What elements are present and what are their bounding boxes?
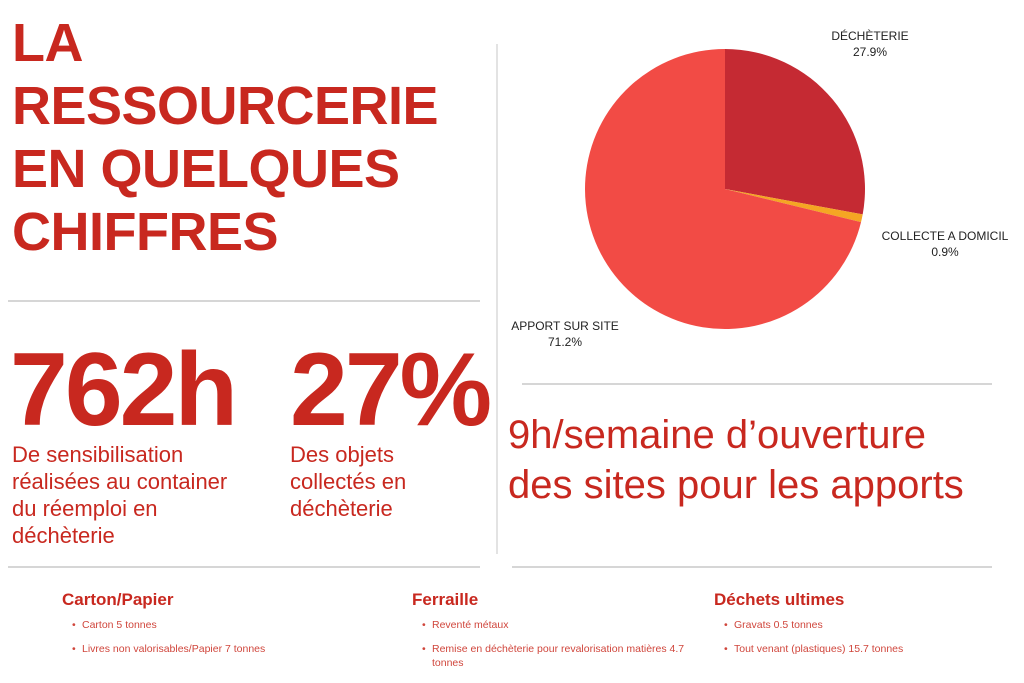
category-ferraille: Ferraille Reventé métaux Remise en déchè… xyxy=(412,590,692,680)
stat-percent-line: déchèterie xyxy=(290,496,393,521)
pie-slice-value-label: 71.2% xyxy=(548,335,582,349)
stat-percent-value: 27% xyxy=(290,332,492,448)
category-carton-papier: Carton/Papier Carton 5 tonnes Livres non… xyxy=(62,590,362,666)
divider xyxy=(8,300,480,302)
category-dechets-ultimes: Déchets ultimes Gravats 0.5 tonnes Tout … xyxy=(714,590,1004,666)
title-line: LA xyxy=(12,13,83,73)
stat-percent-line: collectés en xyxy=(290,469,407,494)
list-item: Livres non valorisables/Papier 7 tonnes xyxy=(72,642,362,656)
pie-slice-label: DÉCHÈTERIE xyxy=(831,28,908,43)
stat-opening-line: des sites pour les apports xyxy=(508,463,964,507)
pie-slice-label: COLLECTE A DOMICIL xyxy=(882,229,1009,243)
stat-opening-hours: 9h/semaine d’ouverture des sites pour le… xyxy=(508,410,1018,510)
stat-opening-line: 9h/semaine d’ouverture xyxy=(508,413,927,457)
category-title: Ferraille xyxy=(412,590,479,609)
title-line: CHIFFRES xyxy=(12,202,279,262)
category-title: Déchets ultimes xyxy=(714,590,845,609)
list-item: Tout venant (plastiques) 15.7 tonnes xyxy=(724,642,1004,656)
pie-slice-label: APPORT SUR SITE xyxy=(511,319,619,333)
stat-hours-line: réalisées au container xyxy=(12,469,228,494)
stat-percent-line: Des objets xyxy=(290,442,394,467)
category-title: Carton/Papier xyxy=(62,590,174,609)
title-line: RESSOURCERIE xyxy=(12,76,439,136)
stat-percent-description: Des objets collectés en déchèterie xyxy=(290,441,480,522)
pie-slice xyxy=(725,189,863,223)
stat-hours-line: du réemploi en xyxy=(12,496,158,521)
divider xyxy=(522,383,992,385)
divider xyxy=(512,566,992,568)
divider xyxy=(496,44,498,554)
divider xyxy=(8,566,480,568)
list-item: Carton 5 tonnes xyxy=(72,618,362,632)
pie-slice xyxy=(725,49,865,215)
pie-slice-value-label: 27.9% xyxy=(853,45,887,59)
list-item: Gravats 0.5 tonnes xyxy=(724,618,1004,632)
list-item: Remise en déchèterie pour revalorisation… xyxy=(422,642,692,670)
pie-slice-value-label: 0.9% xyxy=(931,245,959,259)
stat-hours-line: De sensibilisation xyxy=(12,442,184,467)
title-line: EN QUELQUES xyxy=(12,139,400,199)
stat-hours-description: De sensibilisation réalisées au containe… xyxy=(12,441,272,549)
list-item: Reventé métaux xyxy=(422,618,692,632)
pie-slice xyxy=(585,49,862,329)
stat-hours-line: déchèterie xyxy=(12,523,115,548)
page-title: LA RESSOURCERIE EN QUELQUES CHIFFRES xyxy=(12,12,482,264)
stat-hours-value: 762h xyxy=(10,332,238,448)
